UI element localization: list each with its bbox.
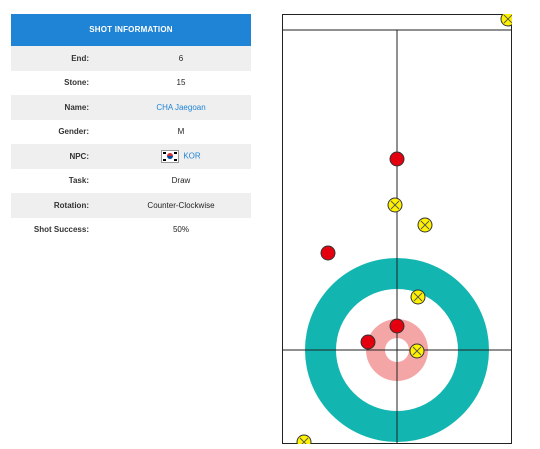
npc-label: NPC: [69, 151, 89, 161]
korea-flag-icon [161, 149, 180, 163]
name-label: Name: [64, 102, 89, 112]
shot-success-value: 50% [172, 225, 189, 235]
player-name-link[interactable]: CHA Jaegoan [156, 102, 206, 112]
yellow-stone-icon [417, 217, 433, 233]
gender-value: M [177, 127, 185, 137]
row-shot-success: Shot Success: 50% [11, 218, 251, 243]
stones-layer [296, 14, 512, 444]
red-stone-icon [320, 245, 336, 261]
row-stone: Stone: 15 [11, 71, 251, 96]
end-value: 6 [178, 53, 184, 63]
stone-value: 15 [176, 78, 186, 88]
yellow-stone-icon [409, 343, 425, 359]
shot-information-panel: SHOT INFORMATION End: 6 Stone: 15 Name: … [11, 14, 251, 242]
npc-value[interactable]: KOR [91, 149, 251, 163]
task-label: Task: [68, 176, 89, 186]
row-task: Task: Draw [11, 169, 251, 194]
rotation-label: Rotation: [53, 200, 89, 210]
gender-label: Gender: [58, 127, 89, 137]
npc-link[interactable]: KOR [183, 151, 201, 161]
rotation-value: Counter-Clockwise [147, 200, 215, 210]
yellow-stone-icon [410, 289, 426, 305]
yellow-stone-icon [387, 197, 403, 213]
row-rotation: Rotation: Counter-Clockwise [11, 193, 251, 218]
yellow-stone-icon [296, 434, 312, 444]
task-value: Draw [171, 176, 191, 186]
end-label: End: [71, 53, 89, 63]
row-name: Name: CHA Jaegoan [11, 95, 251, 120]
red-stone-icon [389, 318, 405, 334]
panel-title: SHOT INFORMATION [11, 14, 251, 46]
row-end: End: 6 [11, 46, 251, 71]
red-stone-icon [389, 151, 405, 167]
row-gender: Gender: M [11, 120, 251, 145]
stone-label: Stone: [64, 78, 89, 88]
red-stone-icon [360, 334, 376, 350]
row-npc: NPC: KOR [11, 144, 251, 169]
yellow-stone-icon [500, 14, 512, 27]
curling-sheet [282, 14, 512, 444]
shot-success-label: Shot Success: [33, 225, 89, 235]
